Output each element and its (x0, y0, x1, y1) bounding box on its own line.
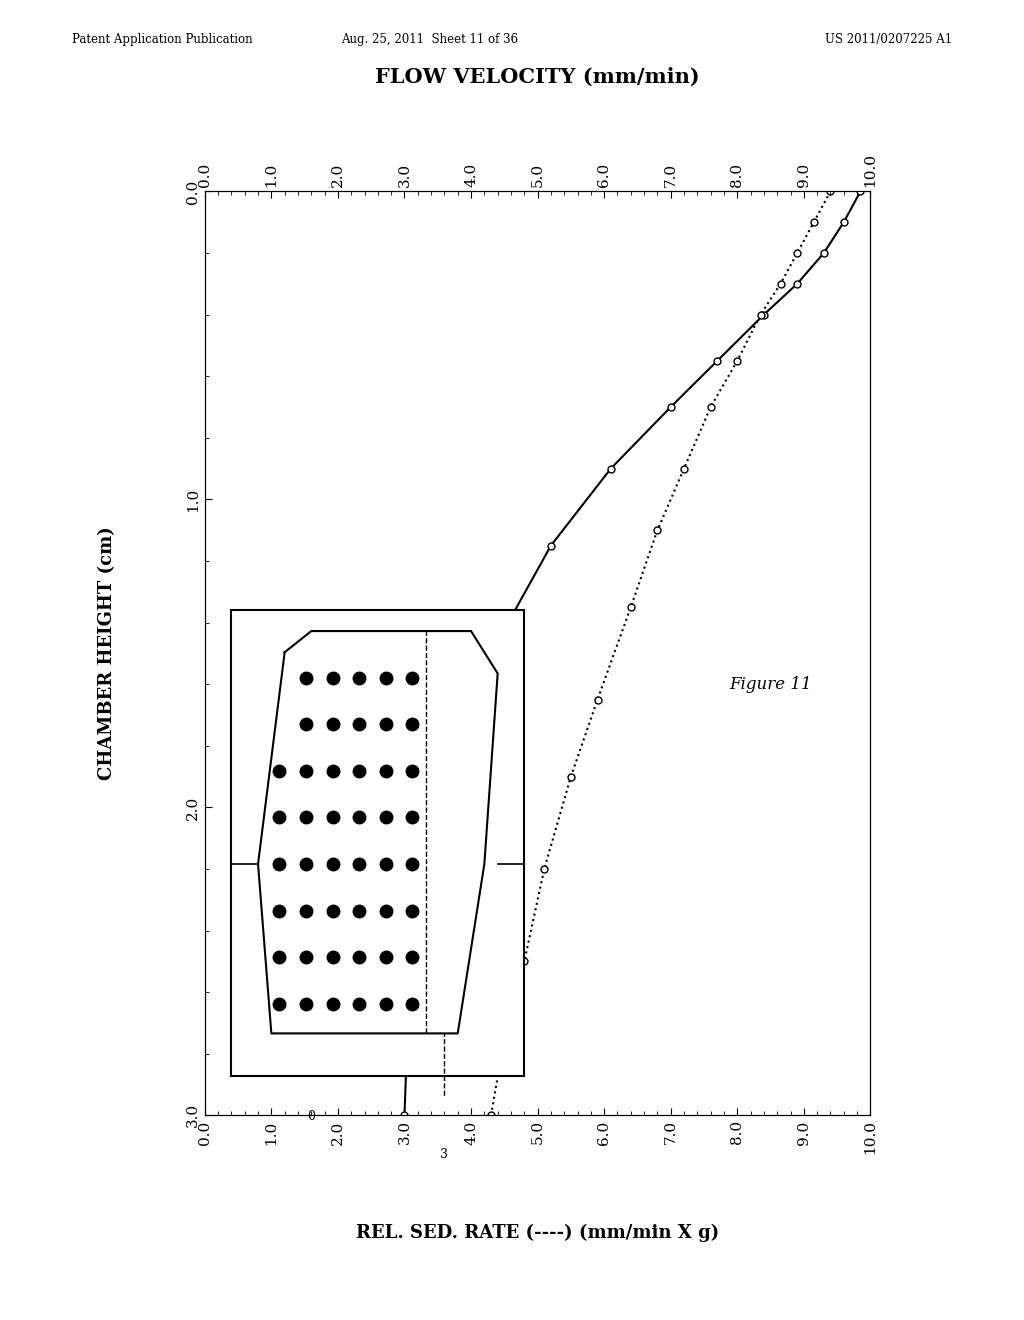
X-axis label: FLOW VELOCITY (mm/min): FLOW VELOCITY (mm/min) (375, 67, 700, 87)
Y-axis label: CHAMBER HEIGHT (cm): CHAMBER HEIGHT (cm) (98, 527, 117, 780)
Text: US 2011/0207225 A1: US 2011/0207225 A1 (825, 33, 952, 46)
X-axis label: REL. SED. RATE (----) (mm/min X g): REL. SED. RATE (----) (mm/min X g) (356, 1224, 719, 1242)
Text: Patent Application Publication: Patent Application Publication (72, 33, 252, 46)
Text: Aug. 25, 2011  Sheet 11 of 36: Aug. 25, 2011 Sheet 11 of 36 (342, 33, 518, 46)
Text: Figure 11: Figure 11 (729, 676, 812, 693)
